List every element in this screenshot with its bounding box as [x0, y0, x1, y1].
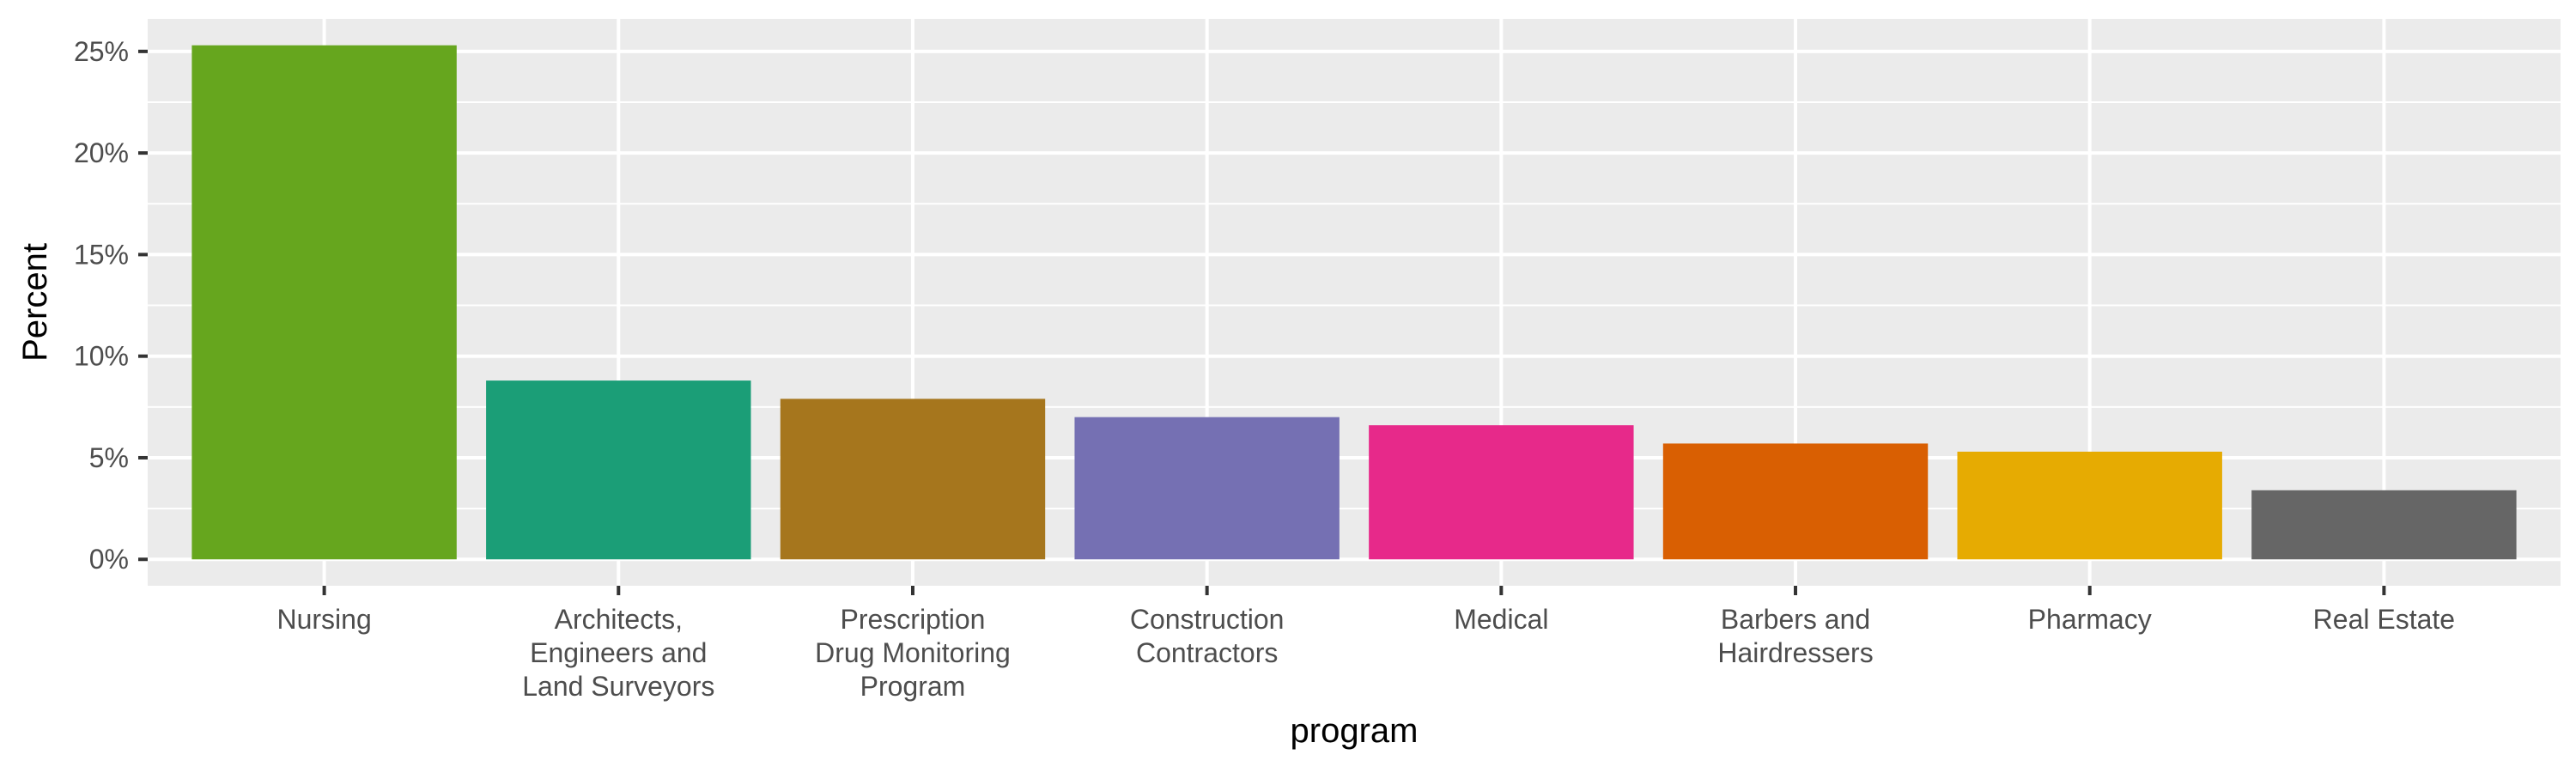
- bar: [1957, 451, 2222, 560]
- x-tick-label: Construction Contractors: [1130, 604, 1285, 668]
- y-axis-title: Percent: [16, 243, 54, 362]
- x-tick-label: Prescription Drug Monitoring Program: [815, 604, 1011, 702]
- x-tick-label: Nursing: [276, 604, 371, 635]
- bar: [486, 380, 751, 560]
- x-tick-label: Architects, Engineers and Land Surveyors: [522, 604, 714, 702]
- bar: [191, 45, 457, 560]
- bar: [1662, 443, 1929, 560]
- y-axis: 0% 5% 10% 15% 20% 25%: [74, 36, 148, 575]
- x-tick-label: Barbers and Hairdressers: [1717, 604, 1873, 668]
- bars: [191, 45, 2517, 560]
- x-tick-label: Medical: [1454, 604, 1548, 635]
- bar: [1074, 417, 1340, 560]
- bar: [2251, 490, 2517, 560]
- y-tick-label: 20%: [74, 137, 129, 168]
- y-tick-label: 0%: [89, 544, 129, 575]
- y-tick-label: 10%: [74, 341, 129, 372]
- y-tick-label: 25%: [74, 36, 129, 67]
- x-axis-title: program: [1291, 712, 1419, 750]
- x-tick-label: Real Estate: [2313, 604, 2455, 635]
- bar: [780, 399, 1046, 560]
- x-tick-label: Pharmacy: [2028, 604, 2152, 635]
- y-tick-label: 15%: [74, 239, 129, 270]
- x-axis: Nursing Architects, Engineers and Land Surv…: [276, 586, 2455, 702]
- y-tick-label: 5%: [89, 442, 129, 473]
- bar: [1369, 425, 1634, 560]
